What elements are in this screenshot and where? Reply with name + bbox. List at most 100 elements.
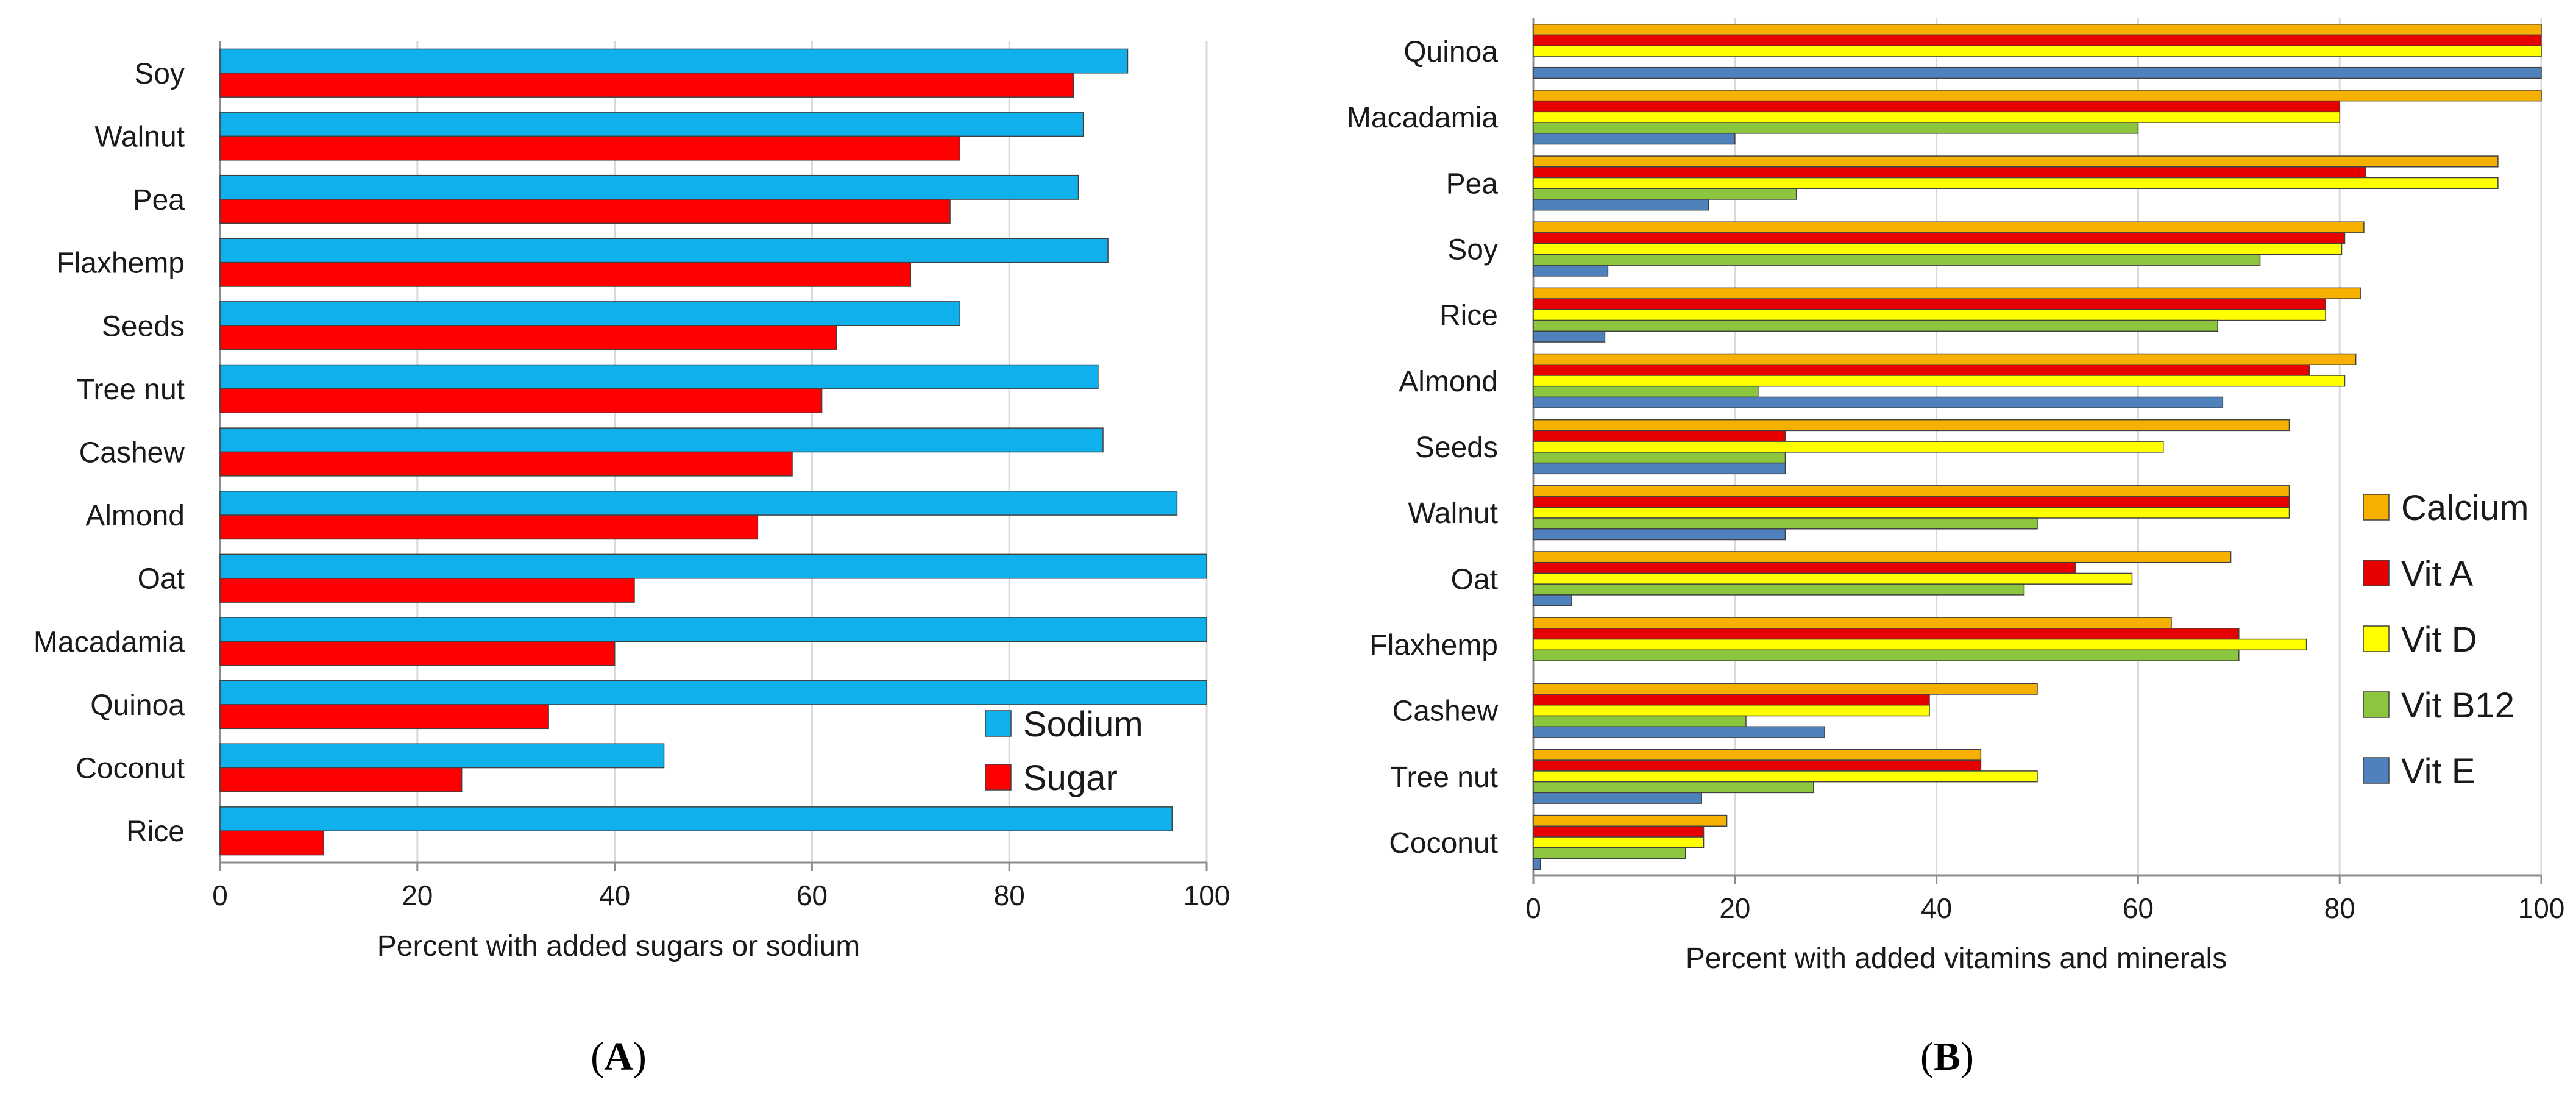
panel-b-bar-vit-d-rice <box>1533 309 2326 321</box>
panel-b-bar-vit-d-almond <box>1533 375 2346 387</box>
panel-b-bar-calcium-oat <box>1533 551 2232 563</box>
panel-b-bar-vit-d-cashew <box>1533 704 1930 717</box>
panel-b-bar-vit-d-walnut <box>1533 507 2290 519</box>
panel-b-bar-vit-d-seeds <box>1533 441 2164 453</box>
panel-b-bar-calcium-quinoa <box>1533 23 2542 36</box>
panel-b-bar-vit-b12-walnut <box>1533 517 2038 530</box>
panel-a-bar-sodium-macadamia <box>219 617 1207 642</box>
panel-b-legend-label-vit-d: Vit D <box>2401 620 2477 660</box>
panel-b-legend-label-calcium: Calcium <box>2401 488 2529 528</box>
panel-b-bar-vit-e-oat <box>1533 594 1572 606</box>
panel-b-bar-vit-e-seeds <box>1533 462 1786 475</box>
panel-b-bar-vit-d-pea <box>1533 177 2499 190</box>
panel-a-label: (A) <box>591 1034 647 1079</box>
panel-b-bar-calcium-almond <box>1533 353 2357 365</box>
panel-b-x-tick-label: 60 <box>2123 892 2154 924</box>
panel-b-bar-vit-a-coconut <box>1533 825 1705 838</box>
panel-b-bar-vit-b12-coconut <box>1533 847 1686 859</box>
panel-b-category-label: Walnut <box>1408 497 1498 530</box>
panel-a-category-label: Cashew <box>79 437 185 469</box>
panel-a-bar-sodium-pea <box>219 174 1079 200</box>
panel-b-legend-label-vit-a: Vit A <box>2401 554 2474 594</box>
panel-a-legend-label-sodium: Sodium <box>1023 705 1143 744</box>
panel-b-bar-vit-e-almond <box>1533 396 2224 408</box>
panel-b-x-tick-label: 80 <box>2324 892 2355 924</box>
panel-b-legend-swatch-vit-d <box>2363 625 2390 652</box>
panel-b-bar-vit-b12-cashew <box>1533 715 1747 727</box>
panel-b-bar-vit-d-oat <box>1533 572 2133 585</box>
panel-b-legend-swatch-vit-e <box>2363 757 2390 784</box>
panel-a-legend-label-sugar: Sugar <box>1023 758 1118 798</box>
panel-b-bar-vit-b12-oat <box>1533 583 2025 596</box>
panel-b-bar-vit-b12-soy <box>1533 254 2261 266</box>
panel-b-bar-vit-a-macadamia <box>1533 100 2340 113</box>
panel-b-bar-vit-a-seeds <box>1533 430 1786 442</box>
panel-a-legend-swatch-sodium <box>985 710 1012 737</box>
panel-b-bar-calcium-pea <box>1533 155 2499 168</box>
panel-a-bar-sugar-oat <box>219 577 635 603</box>
panel-a-bar-sugar-coconut <box>219 767 463 792</box>
panel-b-bar-calcium-rice <box>1533 287 2361 299</box>
panel-a-x-tick-label: 80 <box>994 880 1025 911</box>
panel-a-bar-sugar-soy <box>219 73 1074 98</box>
panel-b-bar-vit-a-oat <box>1533 561 2076 574</box>
panel-a-bar-sugar-tree-nut <box>219 388 823 414</box>
panel-b-bar-vit-a-rice <box>1533 298 2326 310</box>
panel-b-bar-vit-a-tree-nut <box>1533 759 1982 772</box>
panel-b-bar-calcium-macadamia <box>1533 90 2542 102</box>
panel-b-legend: Calcium Vit A Vit D Vit B12 Vit E <box>2363 488 2529 791</box>
panel-a-bar-sugar-flaxhemp <box>219 261 912 287</box>
panel-a-x-tick-label: 0 <box>212 880 228 911</box>
panel-b-bar-vit-b12-flaxhemp <box>1533 649 2240 661</box>
panel-b-category-label: Macadamia <box>1347 102 1498 134</box>
panel-b-bar-vit-e-quinoa <box>1533 66 2542 79</box>
panel-a: Soy Walnut Pea Flaxhemp Seeds Tree nut Cashew A… <box>34 41 1230 1079</box>
panel-a-category-label: Rice <box>126 816 185 848</box>
panel-a-bar-sodium-cashew <box>219 427 1104 453</box>
panel-b-bar-vit-d-tree-nut <box>1533 770 2038 783</box>
panel-b-category-label: Tree nut <box>1390 761 1498 794</box>
panel-a-x-tick-label: 60 <box>797 880 828 911</box>
panel-b: Quinoa Macadamia Pea Soy Rice Almond Seeds Waln… <box>1347 18 2564 1079</box>
panel-b-category-label: Cashew <box>1393 695 1499 728</box>
panel-b-bar-vit-e-cashew <box>1533 726 1825 738</box>
panel-b-category-label: Flaxhemp <box>1369 629 1498 661</box>
panel-a-category-label: Macadamia <box>34 626 185 658</box>
panel-b-letter: B <box>1934 1034 1960 1079</box>
panel-a-bar-sodium-oat <box>219 553 1207 579</box>
panel-a-bar-sodium-coconut <box>219 743 665 769</box>
panel-b-category-label: Oat <box>1451 563 1498 596</box>
panel-a-x-tick-label: 20 <box>402 880 433 911</box>
panel-b-bar-vit-a-soy <box>1533 232 2346 244</box>
panel-b-bar-vit-d-soy <box>1533 243 2343 255</box>
panel-a-bar-sodium-seeds <box>219 301 960 327</box>
panel-b-bar-vit-e-tree-nut <box>1533 792 1702 804</box>
panel-a-category-label: Oat <box>138 563 185 596</box>
panel-b-bars <box>1533 23 2542 870</box>
panel-b-category-label: Rice <box>1439 300 1498 332</box>
panel-a-bar-sodium-quinoa <box>219 680 1207 705</box>
panel-b-bar-vit-d-quinoa <box>1533 45 2542 57</box>
panel-a-bar-sugar-cashew <box>219 451 793 477</box>
panel-b-bar-vit-b12-almond <box>1533 385 1759 398</box>
panel-b-bar-vit-a-cashew <box>1533 694 1930 706</box>
panel-b-bar-calcium-soy <box>1533 221 2365 233</box>
panel-a-x-tick-label: 100 <box>1183 880 1230 911</box>
panel-a-bar-sugar-walnut <box>219 135 960 161</box>
panel-a-category-label: Tree nut <box>77 374 185 406</box>
panel-a-category-labels: Soy Walnut Pea Flaxhemp Seeds Tree nut Cashew A… <box>34 58 185 848</box>
panel-a-category-label: Almond <box>85 500 185 532</box>
panel-a-x-axis-label: Percent with added sugars or sodium <box>377 930 860 962</box>
panel-b-x-tick-label: 20 <box>1719 892 1750 924</box>
panel-b-bar-calcium-walnut <box>1533 485 2290 497</box>
panel-a-category-label: Seeds <box>102 310 185 343</box>
panel-b-bar-vit-a-walnut <box>1533 496 2290 508</box>
panel-b-bar-calcium-cashew <box>1533 683 2038 695</box>
panel-b-category-label: Pea <box>1446 168 1499 200</box>
panel-b-bar-vit-b12-tree-nut <box>1533 781 1814 794</box>
panel-b-bar-vit-a-pea <box>1533 166 2366 179</box>
panel-b-bar-vit-a-almond <box>1533 364 2310 376</box>
panel-b-bar-vit-e-rice <box>1533 330 1606 343</box>
panel-b-x-tick-label: 100 <box>2518 892 2565 924</box>
